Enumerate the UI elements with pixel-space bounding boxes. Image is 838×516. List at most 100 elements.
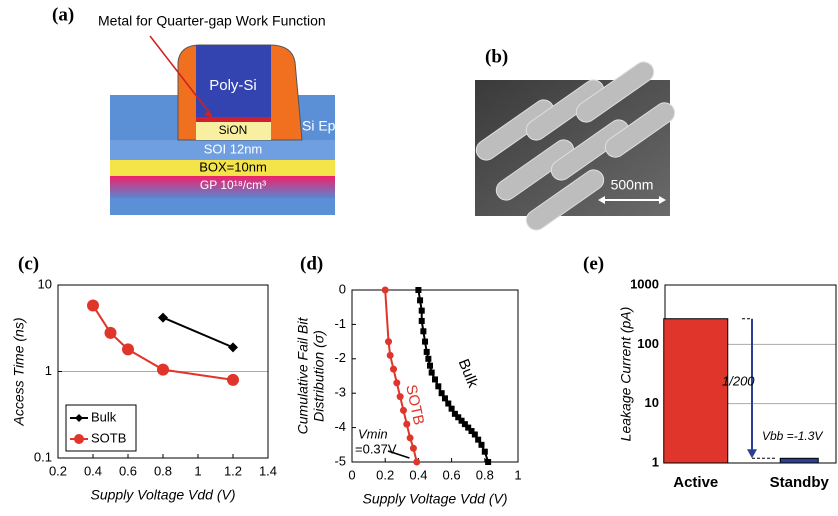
marker <box>382 287 389 294</box>
x-tick-label: 0.6 <box>119 463 137 478</box>
panel-label: (a) <box>52 4 74 25</box>
layer-label: Si Epi <box>302 118 339 134</box>
panel-label: (e) <box>583 253 604 274</box>
marker <box>228 342 238 352</box>
x-tick-label: 1.4 <box>259 463 277 478</box>
legend-marker <box>74 434 84 444</box>
marker <box>432 376 438 382</box>
y-axis-label: Distribution (σ) <box>311 330 327 422</box>
x-tick-label: 0.4 <box>409 467 427 482</box>
x-tick-label: 0.8 <box>476 467 494 482</box>
panel-label: (c) <box>18 253 39 274</box>
y-tick-label: 1 <box>652 454 659 469</box>
x-tick-label: 1 <box>194 463 201 478</box>
marker <box>397 393 404 400</box>
scale-label: 500nm <box>611 177 654 193</box>
marker <box>420 328 426 334</box>
legend-label: Bulk <box>91 409 117 424</box>
x-tick-label: Standby <box>770 474 830 491</box>
layer-label: SOI 12nm <box>204 141 263 156</box>
annotation: =0.37V <box>355 441 397 456</box>
x-axis-label: Supply Voltage Vdd (V) <box>362 491 507 507</box>
x-tick-label: 0 <box>348 467 355 482</box>
y-tick-label: 10 <box>645 395 659 410</box>
marker <box>419 308 425 314</box>
layer-label: GP 10¹⁸/cm³ <box>200 178 266 192</box>
marker <box>227 374 239 386</box>
series-line <box>163 318 233 348</box>
marker <box>390 366 397 373</box>
legend-label: SOTB <box>91 430 126 445</box>
marker <box>403 421 410 428</box>
x-axis-label: Supply Voltage Vdd (V) <box>90 487 235 503</box>
metal <box>196 117 271 122</box>
device-diagram: (a) Metal for Quarter-gap Work Function … <box>52 4 339 215</box>
y-axis-label: Cumulative Fail Bit <box>295 317 311 435</box>
y-tick-label: 10 <box>38 276 52 291</box>
marker <box>424 349 430 355</box>
marker <box>105 327 117 339</box>
y-tick-label: 0.1 <box>34 449 52 464</box>
annotation: Vbb =-1.3V <box>762 429 823 443</box>
layer-label: SiON <box>219 123 248 137</box>
y-tick-label: -1 <box>334 316 346 331</box>
layer-label: Poly-Si <box>209 77 257 94</box>
figure: (a) Metal for Quarter-gap Work Function … <box>0 0 838 511</box>
marker <box>122 343 134 355</box>
marker <box>87 299 99 311</box>
marker <box>442 395 448 401</box>
marker <box>485 459 491 465</box>
bar <box>780 458 818 463</box>
marker <box>410 445 417 452</box>
y-tick-label: 1 <box>45 363 52 378</box>
marker <box>157 364 169 376</box>
layer-label: BOX=10nm <box>199 159 267 174</box>
y-tick-label: -3 <box>334 385 346 400</box>
annotation: Metal for Quarter-gap Work Function <box>98 13 326 29</box>
y-tick-label: -4 <box>334 419 346 434</box>
marker <box>425 356 431 362</box>
marker <box>435 383 441 389</box>
y-tick-label: 100 <box>637 336 659 351</box>
panel-label: (d) <box>300 253 323 274</box>
x-tick-label: 1 <box>514 467 521 482</box>
ratio-arrowhead <box>747 449 757 458</box>
marker <box>422 339 428 345</box>
marker <box>478 442 484 448</box>
marker <box>419 318 425 324</box>
marker <box>445 401 451 407</box>
marker <box>385 338 392 345</box>
marker <box>475 437 481 443</box>
y-tick-label: -2 <box>334 350 346 365</box>
marker <box>429 370 435 376</box>
marker <box>482 449 488 455</box>
y-axis-label: Access Time (ns) <box>11 317 27 426</box>
marker <box>158 313 168 323</box>
y-tick-label: -5 <box>334 453 346 468</box>
sem-image: (b) 500nm <box>472 46 678 234</box>
marker <box>439 390 445 396</box>
x-tick-label: 0.6 <box>443 467 461 482</box>
y-axis-label: Leakage Current (pA) <box>618 307 634 442</box>
x-tick-label: 0.8 <box>154 463 172 478</box>
x-tick-label: 0.4 <box>84 463 102 478</box>
x-tick-label: 0.2 <box>49 463 67 478</box>
marker <box>472 431 478 437</box>
x-tick-label: Active <box>673 474 718 491</box>
marker <box>427 363 433 369</box>
x-tick-label: 0.2 <box>376 467 394 482</box>
marker <box>415 287 421 293</box>
marker <box>393 379 400 386</box>
marker <box>407 434 414 441</box>
marker <box>387 352 394 359</box>
series-label: Bulk <box>455 357 482 391</box>
marker <box>417 297 423 303</box>
y-tick-label: 1000 <box>630 276 659 291</box>
bar <box>664 319 728 463</box>
annotation: Vmin <box>358 426 388 441</box>
marker <box>400 407 407 414</box>
x-tick-label: 1.2 <box>224 463 242 478</box>
marker <box>449 406 455 412</box>
panel-label: (b) <box>485 46 508 67</box>
y-tick-label: 0 <box>339 281 346 296</box>
